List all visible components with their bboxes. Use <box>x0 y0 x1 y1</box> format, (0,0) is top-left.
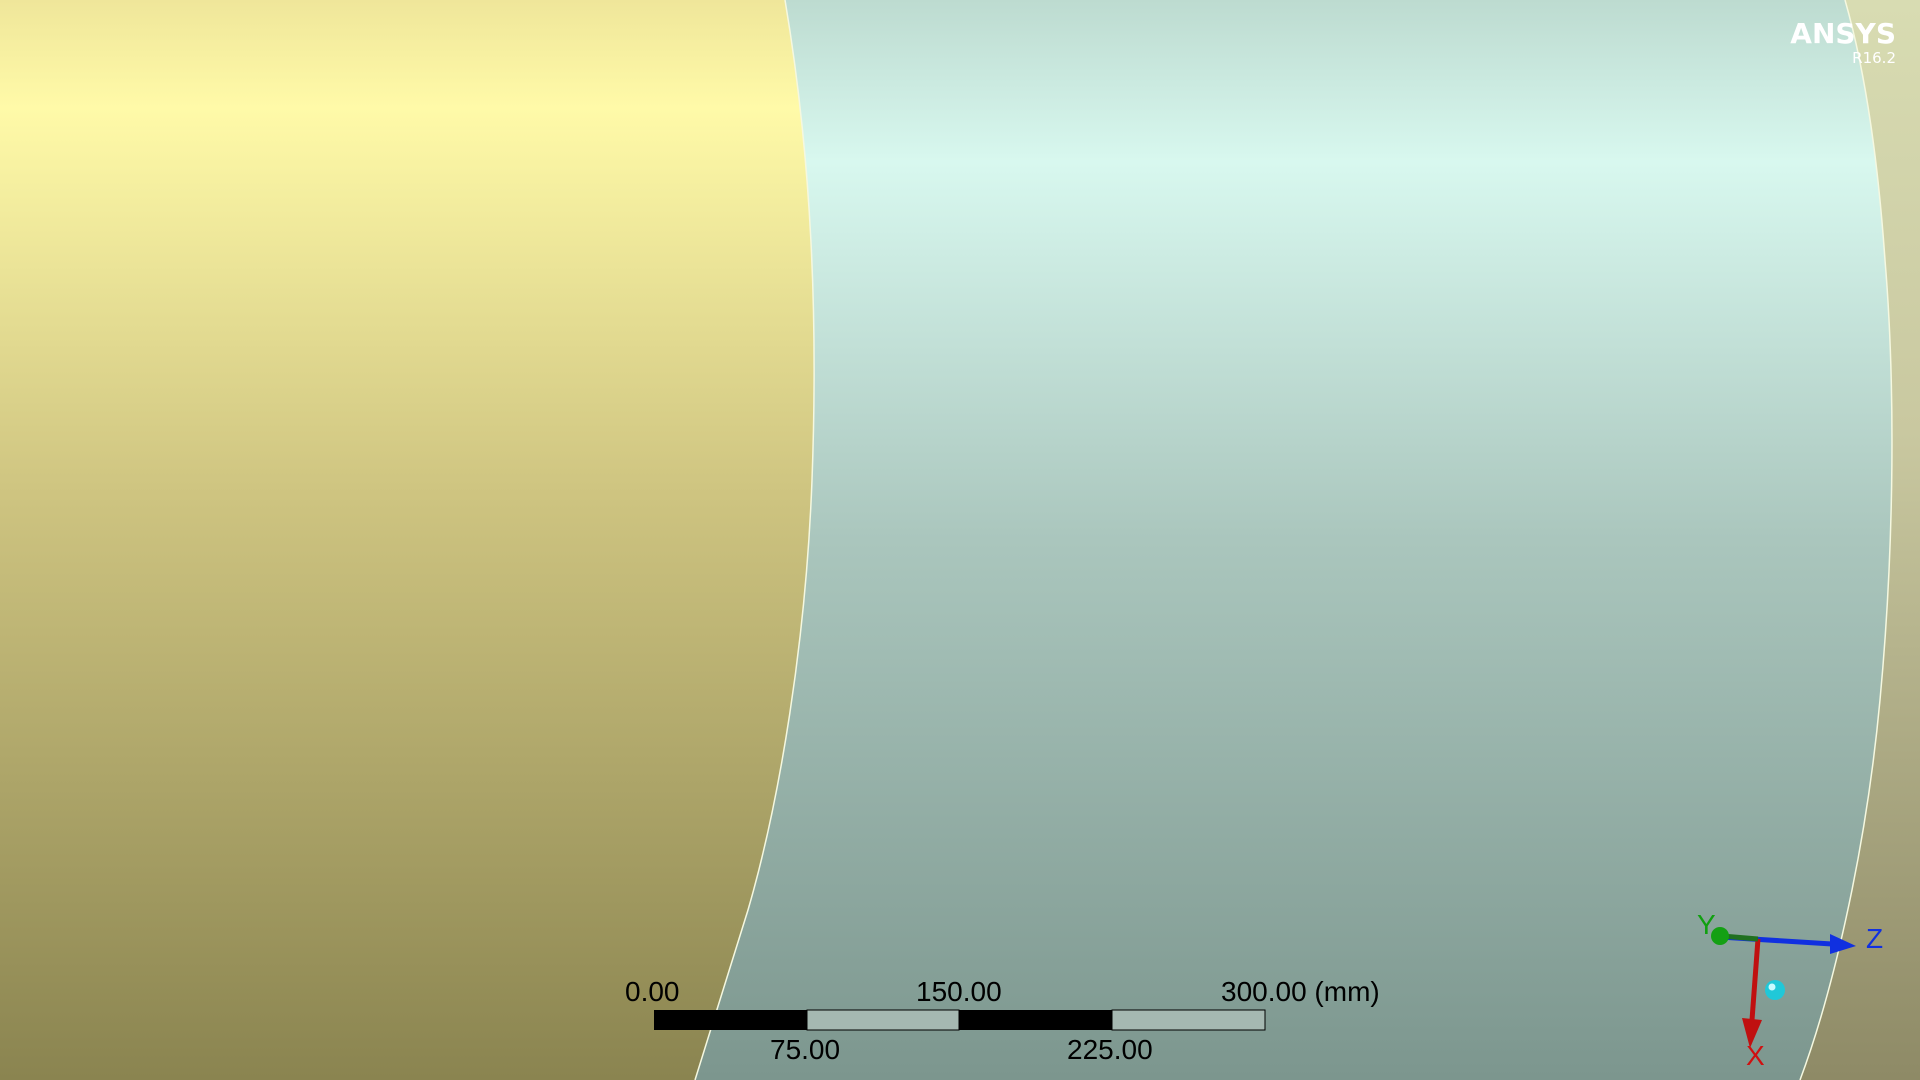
x-axis-line <box>1749 938 1761 1021</box>
y-axis-label: Y <box>1697 909 1716 940</box>
z-axis-label: Z <box>1866 923 1883 954</box>
scale-segment-2 <box>806 1009 960 1031</box>
z-axis-arrowhead <box>1830 934 1856 954</box>
coordinate-triad[interactable]: Z Y X <box>1697 909 1883 1071</box>
scale-segment-3 <box>959 1010 1112 1030</box>
isometric-view-ball-highlight <box>1768 983 1776 991</box>
right-body[interactable] <box>1800 0 1920 1080</box>
scale-label-225: 225.00 <box>1067 1034 1153 1065</box>
teal-body[interactable] <box>695 0 1892 1080</box>
right-edge-line <box>1799 0 1893 1080</box>
scale-segment-1 <box>654 1010 807 1030</box>
ansys-logo: ANSYS <box>1790 17 1896 50</box>
y-axis-dot <box>1711 927 1729 945</box>
scale-segment-4 <box>1111 1009 1266 1031</box>
scale-bar <box>654 1009 1266 1031</box>
ansys-version: R16.2 <box>1852 49 1896 67</box>
yellow-body[interactable] <box>0 0 815 1080</box>
scale-label-300-mm: 300.00 (mm) <box>1221 976 1380 1007</box>
scale-label-75: 75.00 <box>770 1034 841 1065</box>
scale-label-0: 0.00 <box>625 976 680 1007</box>
left-edge-line <box>694 0 815 1080</box>
isometric-view-ball[interactable] <box>1765 980 1785 1000</box>
scale-label-150: 150.00 <box>916 976 1002 1007</box>
x-axis-arrowhead <box>1742 1018 1762 1048</box>
x-axis-label: X <box>1746 1040 1765 1071</box>
